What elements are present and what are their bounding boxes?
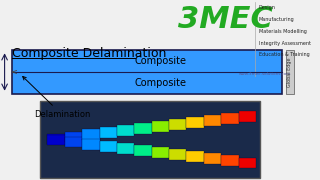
FancyBboxPatch shape (47, 134, 65, 144)
FancyBboxPatch shape (169, 119, 187, 130)
FancyBboxPatch shape (134, 145, 152, 156)
FancyBboxPatch shape (117, 143, 134, 154)
FancyBboxPatch shape (286, 50, 294, 94)
FancyBboxPatch shape (152, 147, 169, 158)
FancyBboxPatch shape (204, 153, 221, 164)
Text: Composite: Composite (135, 78, 187, 88)
FancyBboxPatch shape (82, 139, 100, 150)
FancyBboxPatch shape (47, 135, 65, 145)
FancyBboxPatch shape (12, 50, 282, 94)
FancyBboxPatch shape (169, 149, 187, 160)
FancyBboxPatch shape (152, 121, 169, 132)
FancyBboxPatch shape (238, 111, 256, 122)
FancyBboxPatch shape (100, 127, 117, 138)
FancyBboxPatch shape (134, 123, 152, 134)
Text: Manufacturing: Manufacturing (259, 17, 295, 22)
FancyBboxPatch shape (65, 132, 82, 142)
FancyBboxPatch shape (65, 137, 82, 147)
FancyBboxPatch shape (221, 113, 238, 123)
FancyBboxPatch shape (40, 101, 260, 178)
Text: Education & Training: Education & Training (259, 52, 310, 57)
FancyBboxPatch shape (187, 117, 204, 128)
Text: Global Edge: Global Edge (287, 57, 292, 87)
FancyBboxPatch shape (117, 125, 134, 136)
Text: Composite Delamination: Composite Delamination (12, 47, 167, 60)
FancyBboxPatch shape (100, 141, 117, 152)
Text: www.3mec-solutions.com: www.3mec-solutions.com (239, 72, 292, 76)
Text: 3MEC: 3MEC (178, 5, 273, 34)
FancyBboxPatch shape (204, 115, 221, 126)
Text: Delamination: Delamination (23, 76, 90, 119)
Text: Integrity Assessment: Integrity Assessment (259, 40, 311, 46)
FancyBboxPatch shape (82, 129, 100, 140)
FancyBboxPatch shape (238, 158, 256, 168)
Text: Materials Modelling: Materials Modelling (259, 29, 307, 34)
FancyBboxPatch shape (187, 151, 204, 162)
FancyBboxPatch shape (221, 156, 238, 166)
Text: Composite: Composite (135, 56, 187, 66)
Text: Design: Design (259, 5, 276, 10)
